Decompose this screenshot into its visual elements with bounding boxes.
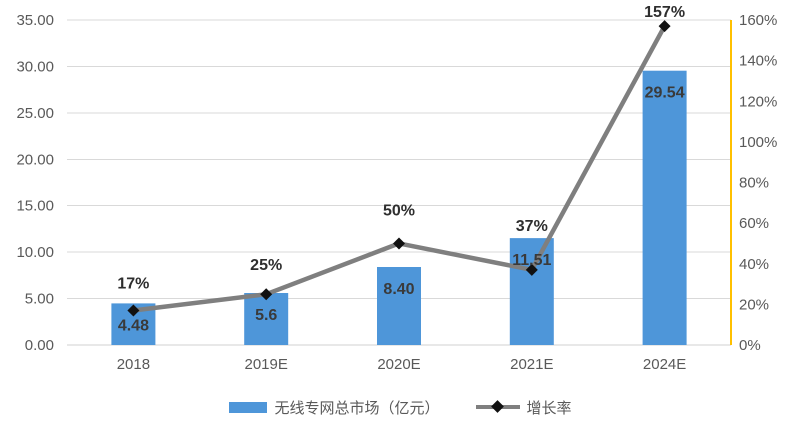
chart-legend: 无线专网总市场（亿元） 增长率 <box>0 394 801 420</box>
bar-series-swatch-icon <box>229 401 268 413</box>
bar-2021E <box>509 238 554 345</box>
line-marker-diamond-icon <box>658 20 671 33</box>
x-axis-label: 2024E <box>643 356 686 373</box>
y2-axis-tick-label: 0% <box>739 337 761 354</box>
line-marker-diamond-icon <box>127 304 140 317</box>
y-axis-tick-label: 5.00 <box>25 291 54 308</box>
y2-axis-tick-label: 20% <box>739 296 769 313</box>
legend-label-market: 无线专网总市场（亿元） <box>274 399 440 417</box>
y-axis-tick-label: 20.00 <box>16 151 54 168</box>
y2-axis-tick-label: 80% <box>739 175 769 192</box>
y2-axis-tick-label: 120% <box>739 93 777 110</box>
bar-value-label: 29.54 <box>645 85 685 102</box>
y-axis-tick-label: 25.00 <box>16 105 54 122</box>
growth-percent-label: 37% <box>516 218 548 235</box>
line-marker-diamond-icon <box>393 237 405 250</box>
y-axis-tick-label: 35.00 <box>16 12 54 29</box>
bar-value-label: 4.48 <box>118 317 149 334</box>
line-marker-diamond-icon <box>260 288 273 301</box>
bar-2020E <box>377 267 421 345</box>
y-axis-tick-label: 15.00 <box>16 198 54 215</box>
y-axis-tick-label: 0.00 <box>25 337 54 354</box>
bar-value-label: 8.40 <box>383 281 414 298</box>
bar-2019E <box>244 293 289 345</box>
bar-value-label: 5.6 <box>255 307 277 324</box>
x-axis-label: 2020E <box>377 356 420 373</box>
legend-item-market: 无线专网总市场（亿元） <box>229 397 440 418</box>
y2-axis-tick-label: 160% <box>739 12 777 29</box>
growth-percent-label: 50% <box>383 202 415 219</box>
y2-axis-tick-label: 100% <box>739 134 777 151</box>
growth-percent-label: 17% <box>117 275 149 292</box>
legend-label-growth: 增长率 <box>526 399 572 417</box>
bar-2024E <box>642 70 687 345</box>
line-marker-diamond-icon <box>525 263 538 276</box>
y-axis-tick-label: 10.00 <box>16 244 54 261</box>
x-axis-label: 2019E <box>245 356 288 373</box>
y2-axis-tick-label: 140% <box>739 53 777 70</box>
y2-axis-tick-label: 60% <box>739 215 769 232</box>
x-axis-label: 2021E <box>510 356 553 373</box>
growth-percent-label: 25% <box>250 257 282 274</box>
diamond-marker-icon <box>490 400 504 413</box>
bar-value-label: 11.51 <box>512 252 551 269</box>
line-diamond-swatch-icon <box>475 400 520 413</box>
legend-item-growth: 增长率 <box>475 397 572 418</box>
y-axis-tick-label: 30.00 <box>16 58 54 75</box>
growth-percent-label: 157% <box>644 4 685 21</box>
x-axis-label: 2018 <box>117 356 150 373</box>
y2-axis-tick-label: 40% <box>739 256 769 273</box>
